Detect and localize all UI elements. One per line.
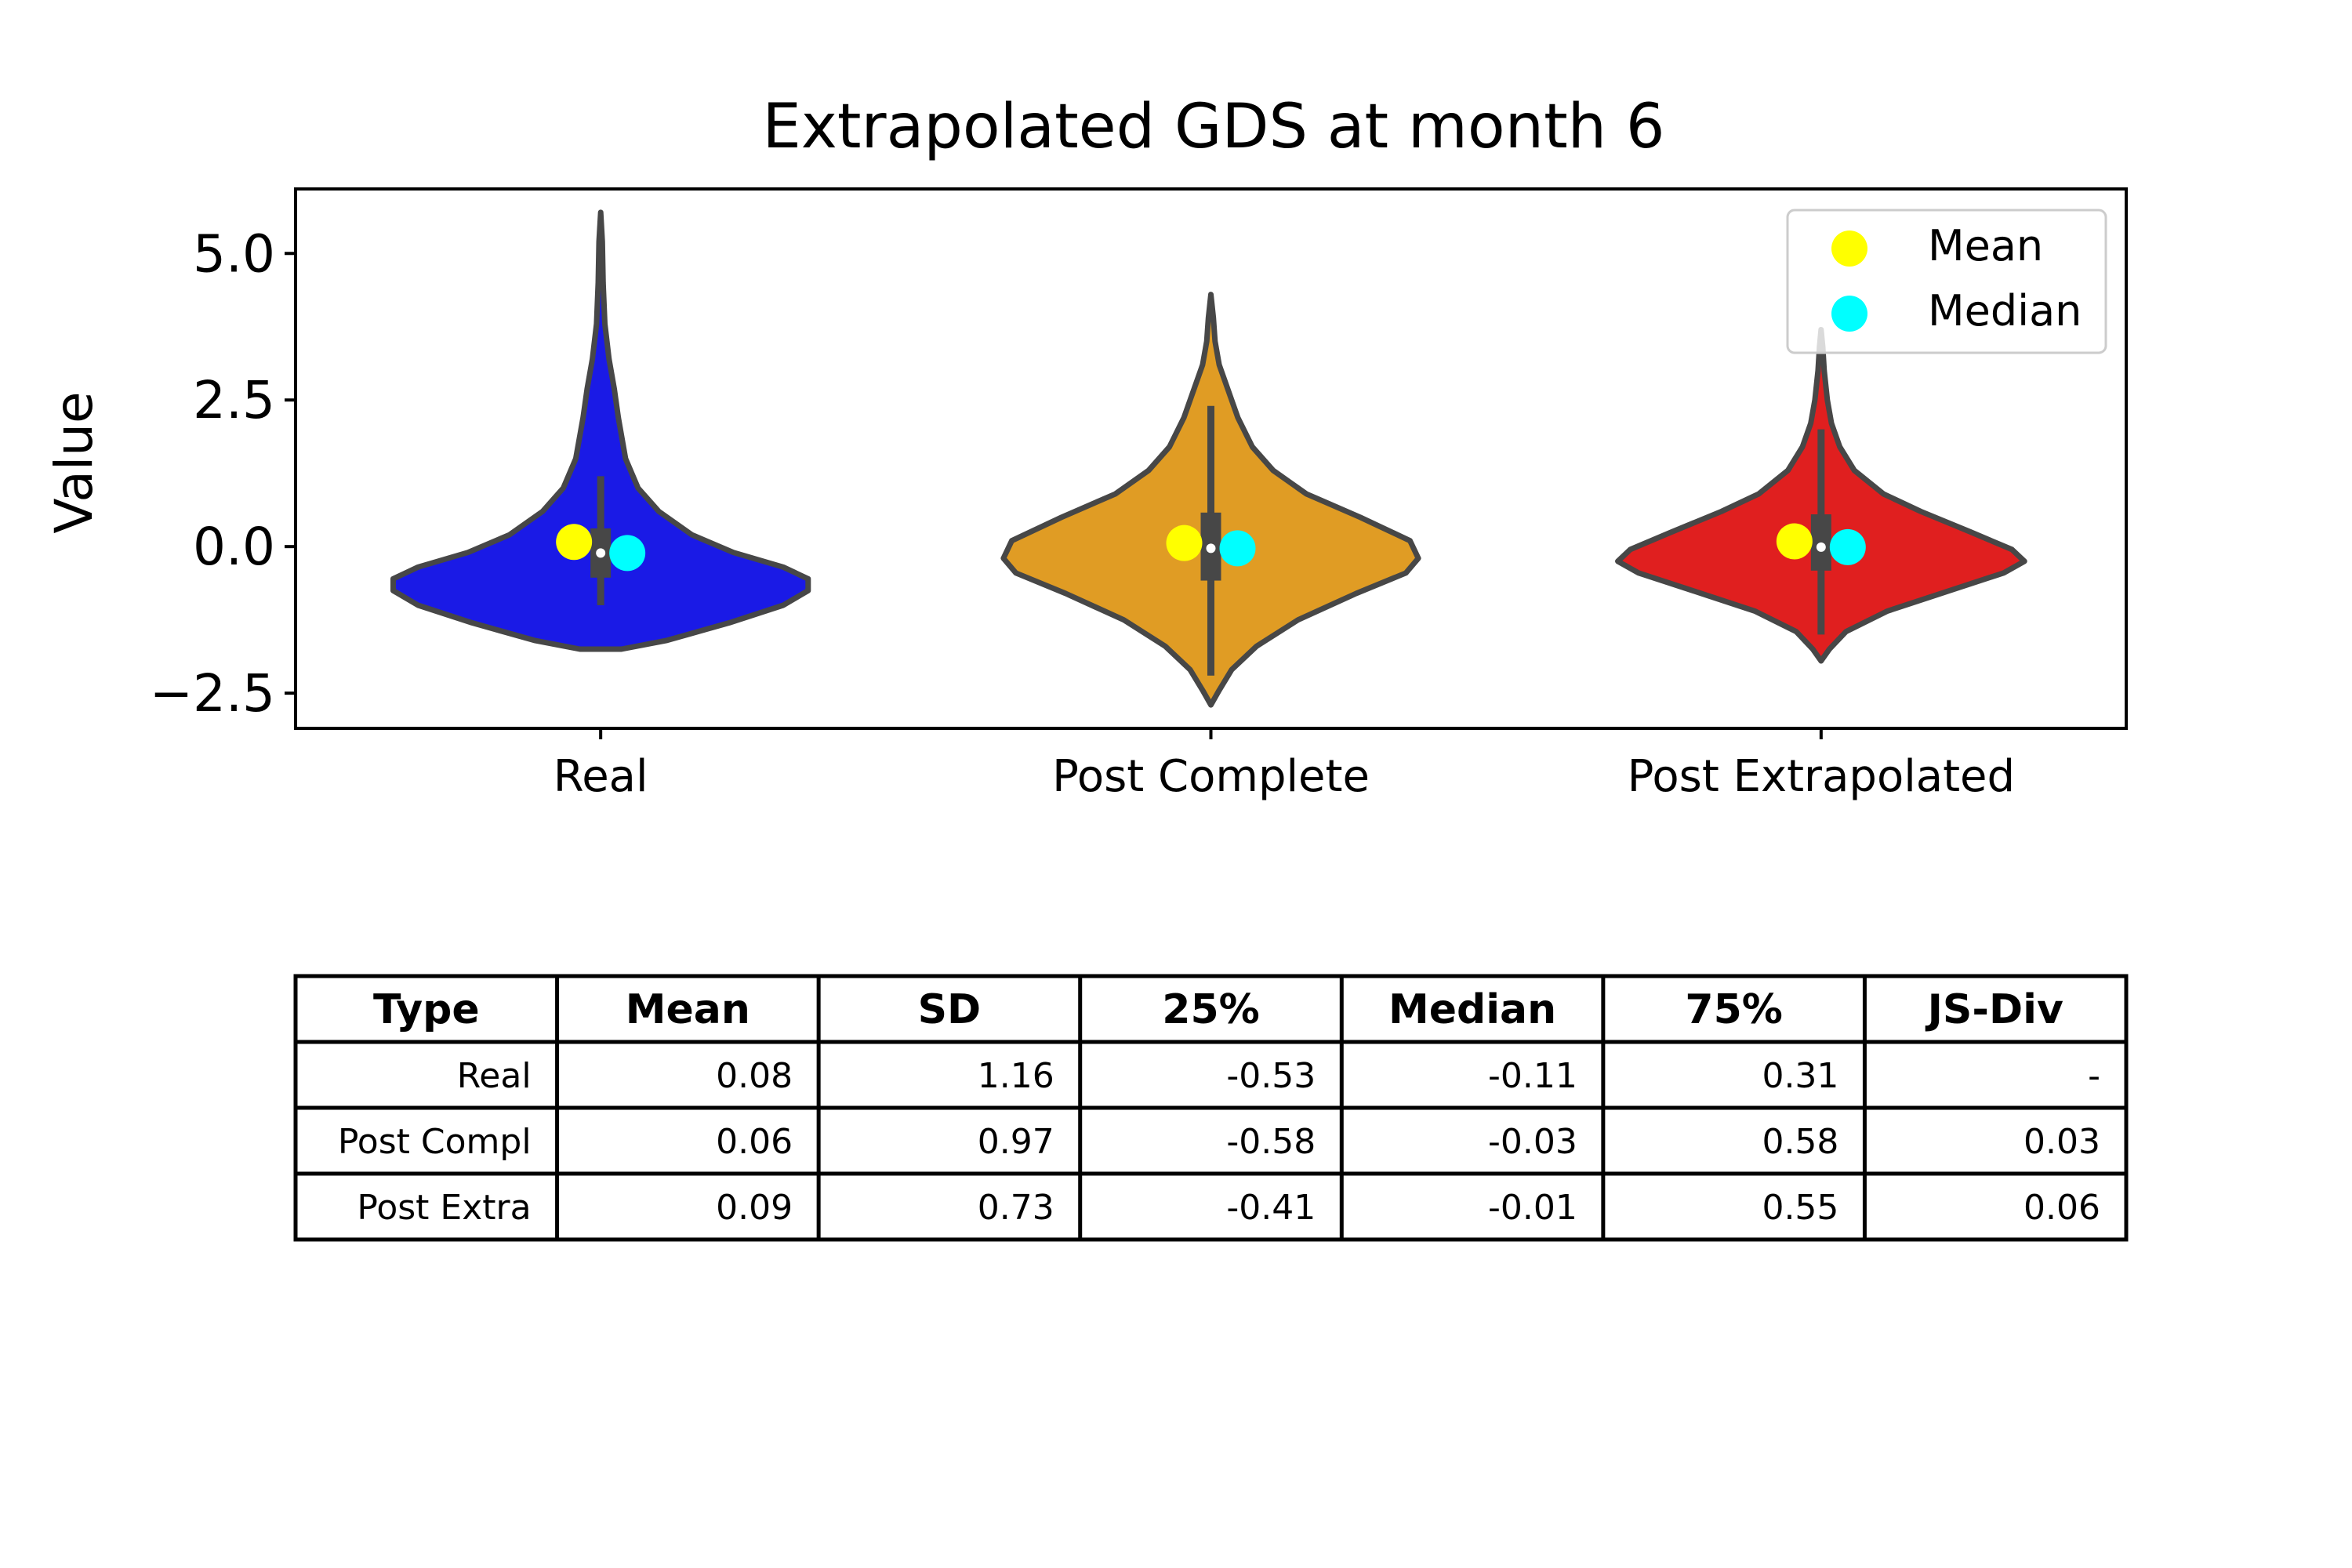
- table-cell: 0.73: [978, 1188, 1054, 1228]
- table-cell: -0.41: [1226, 1188, 1316, 1228]
- table-cell: -0.53: [1226, 1056, 1316, 1096]
- plot-frame: [294, 187, 2128, 730]
- table-cell: Post Extra: [357, 1188, 531, 1228]
- median-marker: [1219, 530, 1256, 567]
- table-cell: 0.09: [716, 1188, 793, 1228]
- stats-table: Type Mean SD 25% Median 75% JS-Div Real 0.08 1.16…: [293, 974, 2129, 1242]
- mean-marker: [556, 524, 593, 561]
- y-axis-label: Value: [44, 391, 104, 533]
- table-cell: 0.31: [1762, 1056, 1838, 1096]
- table-cell: 0.08: [716, 1056, 793, 1096]
- violins-layer: [390, 209, 2027, 708]
- table-cell: 0.03: [2024, 1122, 2100, 1162]
- violin-inner-median: [596, 548, 606, 558]
- x-axis: Real Post Complete Post Extrapolated: [554, 728, 2015, 802]
- table-cell: -0.58: [1226, 1122, 1316, 1162]
- y-tick-label: −2.5: [150, 663, 275, 724]
- table-header-cell: Median: [1388, 986, 1556, 1033]
- y-tick-label: 2.5: [193, 370, 275, 430]
- chart-title: Extrapolated GDS at month 6: [762, 92, 1664, 162]
- legend-mean-marker: [1831, 230, 1867, 267]
- table-cell: 0.06: [2024, 1188, 2100, 1228]
- table-cell: -0.03: [1488, 1122, 1577, 1162]
- violin-group: [1615, 327, 2027, 664]
- table-header-cell: SD: [918, 986, 982, 1033]
- violin-group: [1000, 292, 1421, 708]
- table-cell: -0.01: [1488, 1188, 1577, 1228]
- table-cell: 0.58: [1762, 1122, 1838, 1162]
- legend: Mean Median: [1786, 209, 2107, 354]
- mean-marker: [1166, 524, 1203, 561]
- table-cell: -: [2088, 1056, 2100, 1096]
- violin-group: [390, 209, 811, 652]
- y-tick-label: 0.0: [193, 517, 275, 577]
- table-header-cell: 75%: [1685, 986, 1782, 1033]
- table-cell: 0.55: [1762, 1188, 1838, 1228]
- table-cell: 0.97: [978, 1122, 1054, 1162]
- table-cell: -0.11: [1488, 1056, 1577, 1096]
- y-tick-label: 5.0: [193, 223, 275, 284]
- table-header-cell: JS-Div: [1926, 986, 2063, 1033]
- legend-mean-label: Mean: [1928, 221, 2043, 270]
- violin-body: [390, 209, 811, 652]
- table-cell: Post Compl: [338, 1122, 532, 1162]
- table-cell: Real: [457, 1056, 532, 1096]
- x-tick-label: Post Extrapolated: [1628, 751, 2015, 802]
- legend-median-label: Median: [1928, 286, 2082, 336]
- violin-inner-median: [1816, 542, 1826, 552]
- median-marker: [1829, 528, 1866, 565]
- median-marker: [609, 535, 646, 572]
- table-header-cell: 25%: [1162, 986, 1259, 1033]
- table-cell: 0.06: [716, 1122, 793, 1162]
- x-tick-label: Post Complete: [1052, 751, 1370, 802]
- legend-median-marker: [1831, 296, 1867, 332]
- table-header-cell: Mean: [626, 986, 750, 1033]
- table-header-cell: Type: [373, 986, 480, 1033]
- table-cell: 1.16: [978, 1056, 1054, 1096]
- violin-inner-median: [1206, 543, 1216, 554]
- mean-marker: [1776, 523, 1813, 560]
- y-axis: −2.5 0.0 2.5 5.0: [150, 223, 296, 724]
- x-tick-label: Real: [554, 751, 648, 802]
